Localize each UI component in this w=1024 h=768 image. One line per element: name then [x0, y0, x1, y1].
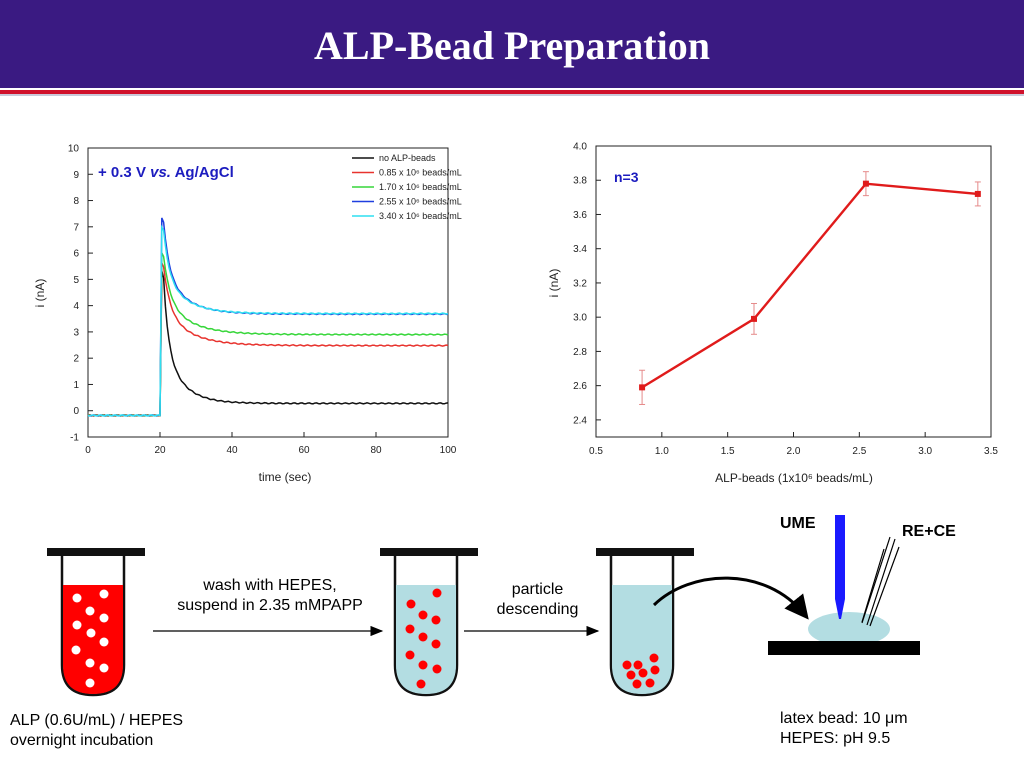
y-tick-label: 3.8 [573, 176, 587, 187]
tube-suspended-beads [380, 548, 478, 697]
title-gray-rule [0, 94, 1024, 96]
y-tick-label: 7 [73, 222, 79, 233]
legend-entry: 0.85 x 10⁶ beads/mL [379, 168, 462, 178]
y-tick-label: 2 [73, 354, 79, 365]
conditions-note: latex bead: 10 μm HEPES: pH 9.5 [780, 709, 1020, 749]
tube-settled-beads [596, 548, 694, 697]
y-tick-label: 8 [73, 196, 79, 207]
tube1-caption-line1: ALP (0.6U/mL) / HEPES [10, 712, 184, 729]
y-tick-label: 3.2 [573, 278, 587, 289]
sample-count-annotation: n=3 [614, 169, 639, 185]
y-tick-label: 2.4 [573, 415, 587, 426]
series-line [641, 182, 978, 389]
y-tick-label: 4.0 [573, 142, 587, 153]
y-axis-label: i (nA) [547, 269, 561, 298]
y-axis-label: i (nA) [33, 279, 47, 308]
tube1-caption-line2: overnight incubation [10, 732, 154, 749]
x-tick-label: 3.5 [984, 446, 998, 457]
hepes-note: HEPES: pH 9.5 [780, 730, 891, 747]
wash-step-label: wash with HEPES, suspend in 2.35 mMPAPP [150, 576, 390, 616]
y-tick-label: 3 [73, 327, 79, 338]
y-tick-label: 2.6 [573, 381, 587, 392]
descending-line1: particle [511, 581, 564, 598]
y-tick-label: 3.6 [573, 210, 587, 221]
series-line [87, 252, 449, 417]
x-tick-label: 40 [226, 445, 238, 456]
x-tick-label: 1.0 [655, 446, 669, 457]
y-tick-label: 6 [73, 249, 79, 260]
x-tick-label: 3.0 [918, 446, 932, 457]
wash-step-line1: wash with HEPES, [203, 577, 337, 594]
title-red-rule [0, 90, 1024, 94]
x-axis-label: time (sec) [259, 470, 312, 484]
x-axis-label: ALP-beads (1x10⁶ beads/mL) [715, 471, 873, 485]
y-tick-label: 9 [73, 170, 79, 181]
x-tick-label: 2.5 [852, 446, 866, 457]
y-tick-label: 4 [73, 301, 79, 312]
y-tick-label: 0 [73, 406, 79, 417]
x-tick-label: 0.5 [589, 446, 603, 457]
x-tick-label: 2.0 [787, 446, 801, 457]
re-ce-label: RE+CE [902, 523, 956, 540]
x-tick-label: 60 [298, 445, 310, 456]
series-line [87, 262, 449, 417]
y-tick-label: 5 [73, 275, 79, 286]
tube1-caption: ALP (0.6U/mL) / HEPES overnight incubati… [10, 711, 270, 751]
y-tick-label: -1 [70, 433, 79, 444]
descending-line2: descending [496, 601, 579, 618]
bead-size-note: latex bead: 10 μm [780, 710, 908, 727]
x-tick-label: 100 [440, 445, 457, 456]
bead-preparation-diagram [47, 515, 920, 697]
current-vs-time-chart: 0 20 40 60 80 100 -1 0 1 2 3 4 5 6 7 8 9 10 time (sec) i … [33, 144, 462, 485]
x-tick-label: 20 [154, 445, 166, 456]
beads [71, 589, 109, 688]
slide-title: ALP-Bead Preparation [314, 23, 710, 68]
tube-alp-incubation [47, 548, 145, 697]
ume-electrode [835, 515, 845, 599]
series-line [87, 224, 449, 417]
descending-step-label: particle descending [470, 580, 605, 620]
ume-label: UME [780, 515, 816, 532]
legend-entry: no ALP-beads [379, 153, 436, 163]
potential-annotation: + 0.3 V vs. Ag/AgCl [98, 164, 234, 181]
current-vs-bead-concentration-chart: 0.5 1.0 1.5 2.0 2.5 3.0 3.5 2.4 2.6 2.8 3.0 3.2 3.4 3… [547, 142, 998, 486]
legend-entry: 2.55 x 10⁶ beads/mL [379, 197, 462, 207]
series-line [87, 217, 449, 417]
data-point [751, 315, 757, 322]
y-tick-label: 3.4 [573, 244, 587, 255]
beads [622, 653, 660, 689]
data-point [862, 180, 869, 187]
y-tick-label: 3.0 [573, 313, 587, 324]
electrochemical-cell [768, 515, 920, 655]
y-tick-label: 2.8 [573, 347, 587, 358]
substrate-plate [768, 641, 920, 655]
x-tick-label: 80 [370, 445, 382, 456]
legend-entry: 1.70 x 10⁶ beads/mL [379, 182, 462, 192]
beads [405, 588, 442, 689]
legend-entry: 3.40 x 10⁶ beads/mL [379, 211, 462, 221]
plot-frame [87, 147, 449, 438]
wash-step-line2: suspend in 2.35 mMPAPP [177, 597, 363, 614]
x-tick-label: 1.5 [721, 446, 735, 457]
title-bar [0, 0, 1024, 88]
reference-counter-electrodes [861, 536, 900, 627]
series-line [87, 270, 449, 417]
transfer-arrow [652, 576, 809, 620]
y-tick-label: 10 [68, 144, 80, 155]
legend: no ALP-beads 0.85 x 10⁶ beads/mL 1.70 x 10… [352, 153, 462, 221]
x-tick-label: 0 [85, 445, 91, 456]
data-point [639, 384, 646, 391]
data-point [974, 190, 981, 197]
y-tick-label: 1 [73, 380, 79, 391]
